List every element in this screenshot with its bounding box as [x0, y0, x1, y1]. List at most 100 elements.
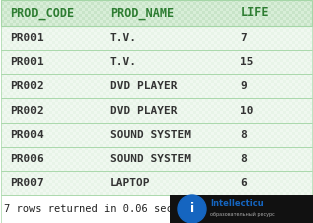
Bar	[220, 8, 223, 11]
Bar	[193, 114, 196, 117]
Bar	[82, 111, 85, 114]
Bar	[1, 98, 312, 123]
Bar	[118, 129, 121, 132]
Bar	[256, 87, 259, 89]
Bar	[229, 162, 232, 165]
Bar	[169, 120, 172, 123]
Bar	[217, 95, 220, 98]
Bar	[196, 105, 199, 107]
Bar	[295, 186, 298, 189]
Bar	[250, 50, 253, 53]
Bar	[241, 114, 244, 117]
Bar	[76, 117, 79, 120]
Bar	[175, 83, 178, 87]
Bar	[151, 114, 154, 117]
Bar	[1, 26, 312, 50]
Bar	[217, 180, 220, 183]
Bar	[43, 150, 46, 153]
Bar	[124, 74, 127, 77]
Bar	[136, 56, 139, 59]
Bar	[277, 29, 280, 32]
Bar	[187, 156, 190, 159]
Bar	[232, 81, 235, 83]
Bar	[277, 186, 280, 189]
Bar	[193, 53, 196, 56]
Bar	[118, 189, 121, 192]
Bar	[238, 147, 241, 150]
Bar	[79, 29, 82, 32]
Bar	[238, 92, 241, 95]
Bar	[235, 89, 238, 92]
Bar	[226, 111, 229, 114]
Bar	[241, 47, 244, 50]
Bar	[292, 44, 295, 47]
Bar	[232, 141, 235, 144]
Bar	[115, 5, 118, 8]
Bar	[25, 186, 28, 189]
Bar	[43, 77, 46, 81]
Bar	[133, 138, 136, 141]
Bar	[4, 87, 7, 89]
Bar	[1, 53, 4, 56]
Bar	[85, 95, 88, 98]
Bar	[91, 168, 94, 171]
Bar	[40, 38, 43, 41]
Bar	[244, 177, 247, 180]
Bar	[265, 77, 268, 81]
Bar	[7, 174, 10, 177]
Bar	[166, 44, 169, 47]
Bar	[16, 189, 19, 192]
Bar	[136, 129, 139, 132]
Bar	[112, 38, 115, 41]
Bar	[100, 8, 103, 11]
Bar	[271, 11, 274, 14]
Bar	[256, 2, 259, 5]
Bar	[244, 50, 247, 53]
Bar	[31, 41, 34, 44]
Bar	[82, 81, 85, 83]
Bar	[292, 141, 295, 144]
Bar	[145, 47, 148, 50]
Bar	[175, 186, 178, 189]
Bar	[100, 62, 103, 65]
Bar	[154, 117, 157, 120]
Bar	[100, 111, 103, 114]
Bar	[13, 0, 16, 2]
Bar	[133, 192, 136, 195]
Bar	[280, 159, 283, 162]
Bar	[208, 123, 211, 126]
Bar	[163, 89, 166, 92]
Bar	[196, 165, 199, 168]
Bar	[214, 74, 217, 77]
Bar	[130, 2, 133, 5]
Bar	[40, 177, 43, 180]
Bar	[172, 56, 175, 59]
Bar	[46, 68, 49, 71]
Bar	[52, 50, 55, 53]
Bar	[58, 141, 61, 144]
Bar	[151, 126, 154, 129]
Bar	[259, 35, 262, 38]
Bar	[19, 53, 22, 56]
Bar	[202, 44, 205, 47]
Bar	[91, 132, 94, 135]
Bar	[28, 81, 31, 83]
Bar	[244, 32, 247, 35]
Bar	[25, 41, 28, 44]
Bar	[142, 20, 145, 23]
Bar	[61, 107, 64, 111]
Bar	[241, 53, 244, 56]
Bar	[247, 71, 250, 74]
Bar	[172, 129, 175, 132]
Bar	[163, 120, 166, 123]
Bar	[73, 95, 76, 98]
Bar	[268, 38, 271, 41]
Bar	[58, 135, 61, 138]
Bar	[304, 50, 307, 53]
Bar	[184, 2, 187, 5]
Bar	[7, 29, 10, 32]
Bar	[310, 123, 312, 126]
Bar	[265, 83, 268, 87]
Bar	[262, 56, 265, 59]
Bar	[217, 144, 220, 147]
